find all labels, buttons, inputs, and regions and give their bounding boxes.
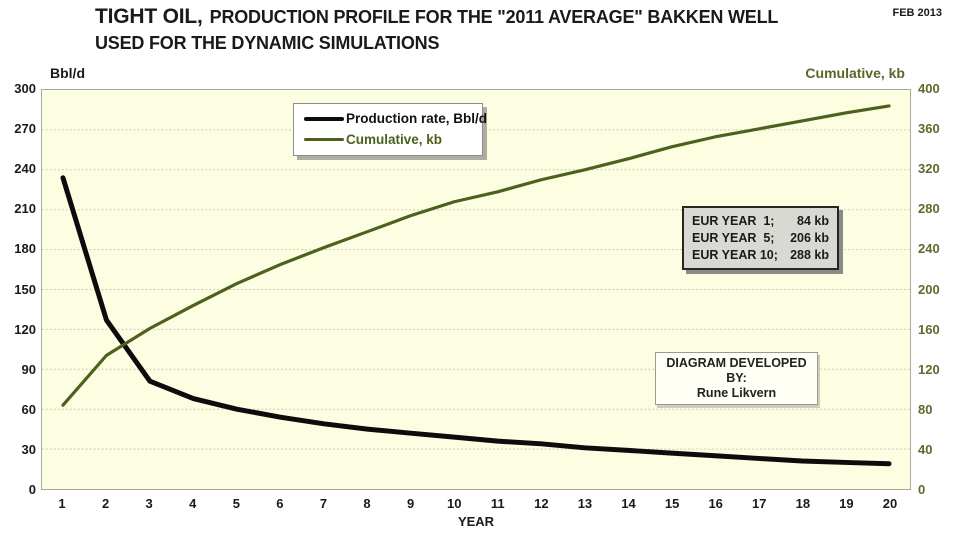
eur-year5-value: 206 kb bbox=[790, 231, 829, 245]
x-axis-tick-label: 3 bbox=[145, 496, 153, 511]
legend-item-production: Production rate, Bbl/d bbox=[304, 111, 487, 126]
eur-year10-value: 288 kb bbox=[790, 248, 829, 262]
right-axis-tick-label: 80 bbox=[918, 401, 933, 417]
x-axis-tick-label: 14 bbox=[621, 496, 636, 511]
x-axis-tick-label: 17 bbox=[752, 496, 767, 511]
x-axis-tick-label: 5 bbox=[232, 496, 240, 511]
right-axis-tick-label: 280 bbox=[918, 201, 940, 217]
right-axis-tick-label: 160 bbox=[918, 321, 940, 337]
eur-year1-value: 84 kb bbox=[797, 214, 829, 228]
x-axis-tick-label: 11 bbox=[490, 496, 505, 511]
eur-year5-label: EUR YEAR 5; bbox=[692, 231, 775, 245]
eur-annotation-box: EUR YEAR 1; 84 kb EUR YEAR 5; 206 kb EUR… bbox=[682, 206, 839, 270]
chart-title-rest: PRODUCTION PROFILE FOR THE "2011 AVERAGE… bbox=[209, 7, 779, 27]
right-axis-title: Cumulative, kb bbox=[805, 65, 905, 81]
right-axis-tick-label: 0 bbox=[918, 482, 926, 497]
left-axis-tick-label: 300 bbox=[14, 81, 36, 96]
x-axis-tick-label: 1 bbox=[58, 496, 66, 511]
left-axis-tick-label: 120 bbox=[14, 321, 36, 337]
left-axis-tick-label: 30 bbox=[21, 441, 36, 457]
date-stamp: FEB 2013 bbox=[892, 7, 942, 19]
left-axis-tick-label: 210 bbox=[14, 201, 36, 217]
x-axis-tick-label: 19 bbox=[839, 496, 854, 511]
cumulative-line-swatch-icon bbox=[304, 138, 344, 141]
legend-label-production: Production rate, Bbl/d bbox=[346, 111, 488, 126]
x-axis-title: YEAR bbox=[457, 514, 495, 529]
right-axis-tick-label: 40 bbox=[918, 441, 933, 457]
legend-label-cumulative: Cumulative, kb bbox=[346, 132, 443, 147]
chart-legend: Production rate, Bbl/d Cumulative, kb bbox=[293, 103, 487, 156]
left-axis-title: Bbl/d bbox=[50, 65, 85, 81]
right-axis-tick-label: 360 bbox=[918, 121, 940, 137]
x-axis-tick-label: 13 bbox=[577, 496, 593, 511]
right-axis-tick-label: 120 bbox=[918, 361, 940, 377]
eur-row-year10: EUR YEAR 10; 288 kb bbox=[692, 247, 829, 263]
x-axis-tick-label: 18 bbox=[795, 496, 811, 511]
x-axis-tick-label: 12 bbox=[534, 496, 549, 511]
x-axis-tick-label: 7 bbox=[319, 496, 328, 511]
left-axis-tick-label: 0 bbox=[28, 482, 36, 497]
chart-title-line2: USED FOR THE DYNAMIC SIMULATIONS bbox=[95, 33, 440, 53]
chart-title-line1: TIGHT OIL, PRODUCTION PROFILE FOR THE "20… bbox=[95, 5, 778, 29]
left-axis-tick-label: 180 bbox=[14, 241, 36, 257]
x-axis-tick-label: 10 bbox=[446, 496, 462, 511]
left-axis-tick-label: 270 bbox=[14, 121, 36, 137]
legend-item-cumulative: Cumulative, kb bbox=[304, 132, 472, 147]
x-axis-tick-label: 6 bbox=[276, 496, 284, 511]
x-axis-tick-label: 9 bbox=[407, 496, 415, 511]
x-axis-tick-label: 16 bbox=[708, 496, 723, 511]
chart-title: TIGHT OIL, PRODUCTION PROFILE FOR THE "20… bbox=[95, 5, 778, 54]
x-axis-tick-label: 4 bbox=[189, 496, 197, 511]
right-axis-tick-label: 320 bbox=[918, 161, 940, 177]
x-axis-tick-label: 15 bbox=[664, 496, 680, 511]
x-axis-tick-label: 2 bbox=[101, 496, 110, 511]
production-line-swatch-icon bbox=[304, 116, 344, 121]
credit-box: DIAGRAM DEVELOPED BY: Rune Likvern bbox=[655, 352, 818, 405]
credit-author: Rune Likvern bbox=[696, 386, 777, 400]
left-axis-tick-label: 60 bbox=[21, 401, 36, 417]
x-axis-tick-label: 20 bbox=[882, 496, 898, 511]
right-axis-tick-label: 240 bbox=[918, 241, 940, 257]
chart-lines-svg bbox=[42, 104, 910, 467]
credit-heading: DIAGRAM DEVELOPED BY: bbox=[666, 356, 807, 385]
eur-row-year5: EUR YEAR 5; 206 kb bbox=[692, 230, 829, 246]
eur-year10-label: EUR YEAR 10; bbox=[692, 248, 778, 262]
right-axis-tick-label: 200 bbox=[918, 281, 940, 297]
eur-year1-label: EUR YEAR 1; bbox=[692, 214, 775, 228]
left-axis-tick-label: 90 bbox=[21, 361, 36, 377]
right-axis-tick-label: 400 bbox=[918, 81, 940, 96]
left-axis-tick-label: 150 bbox=[14, 281, 36, 297]
chart-title-emphasis: TIGHT OIL, bbox=[95, 5, 203, 28]
x-axis-tick-label: 8 bbox=[363, 496, 371, 511]
series-line-production bbox=[60, 175, 892, 467]
left-axis-tick-label: 240 bbox=[14, 161, 36, 177]
series-line-cumulative bbox=[61, 104, 891, 407]
eur-row-year1: EUR YEAR 1; 84 kb bbox=[692, 213, 829, 229]
